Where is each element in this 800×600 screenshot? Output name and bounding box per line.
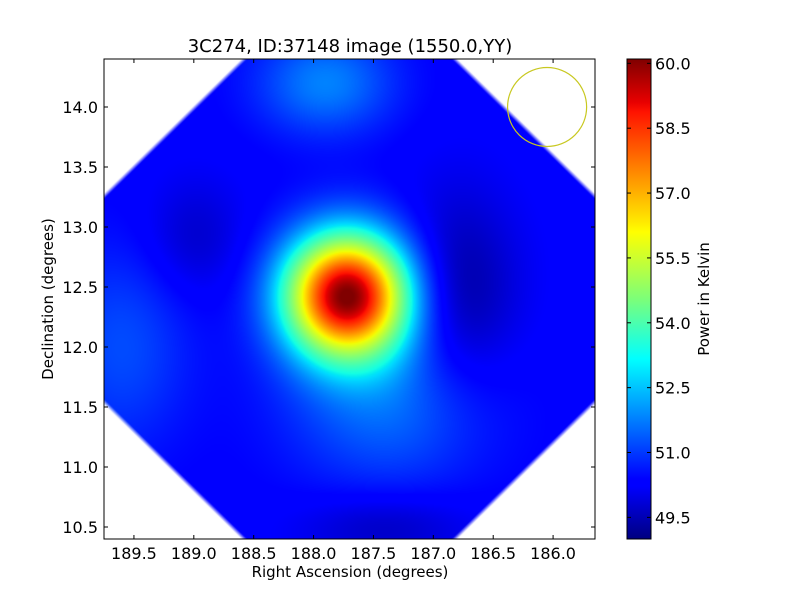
x-tick-label: 188.0 [291,544,337,563]
heatmap-image [104,59,595,539]
y-tick-label: 11.0 [62,458,98,477]
colorbar-tick-label: 54.0 [655,314,691,333]
y-axis-label: Declination (degrees) [39,218,57,380]
y-tick-label: 10.5 [62,518,98,537]
x-tick-label: 188.5 [231,544,277,563]
colorbar-tick-label: 52.5 [655,379,691,398]
y-tick-label: 12.0 [62,338,98,357]
y-axis: 10.5 11.0 11.5 12.0 12.5 13.0 13.5 14.0 [62,98,595,537]
beam-marker [506,66,588,148]
colorbar-tick-label: 57.0 [655,184,691,203]
colorbar-tick-label: 58.5 [655,119,691,138]
x-tick-label: 186.5 [470,544,516,563]
colorbar-tick-label: 51.0 [655,444,691,463]
chart-title: 3C274, ID:37148 image (1550.0,YY) [188,36,513,57]
y-tick-label: 14.0 [62,98,98,117]
colorbar-tick-label: 55.5 [655,249,691,268]
x-axis-label: Right Ascension (degrees) [252,563,449,581]
colorbar-tick-label: 49.5 [655,508,691,527]
x-tick-label: 187.5 [351,544,397,563]
x-axis: 189.5 189.0 188.5 188.0 187.5 187.0 186.5 186.0 [111,59,576,563]
y-tick-label: 12.5 [62,278,98,297]
x-tick-label: 189.5 [111,544,157,563]
colorbar [626,58,652,540]
x-tick-label: 187.0 [410,544,456,563]
y-tick-label: 13.0 [62,218,98,237]
plot-frame [103,58,596,540]
colorbar-axis: 49.5 51.0 52.5 54.0 55.5 57.0 58.5 60.0 [627,54,691,527]
x-tick-label: 189.0 [171,544,217,563]
colorbar-tick-label: 60.0 [655,54,691,73]
y-tick-label: 11.5 [62,398,98,417]
colorbar-label: Power in Kelvin [695,242,713,356]
x-tick-label: 186.0 [530,544,576,563]
y-tick-label: 13.5 [62,158,98,177]
